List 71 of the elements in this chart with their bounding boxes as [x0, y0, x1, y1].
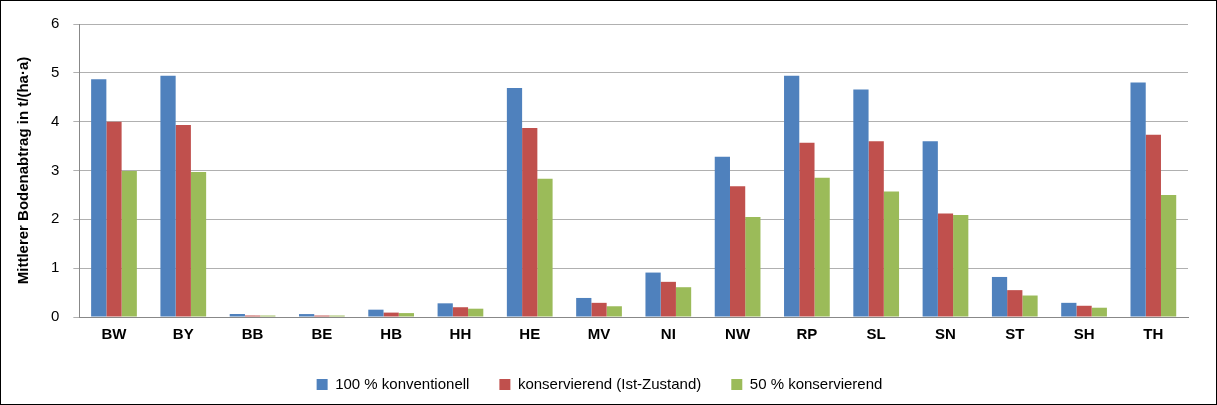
y-tick-label: 0 [51, 307, 60, 325]
bar [1130, 82, 1146, 317]
x-tick-label: RP [796, 325, 818, 343]
bar [1091, 307, 1107, 317]
x-tick-label: TH [1143, 325, 1164, 343]
bar [645, 272, 661, 317]
y-tick-label: 4 [51, 111, 60, 129]
bar [106, 121, 122, 317]
bar [937, 213, 954, 317]
bar [506, 87, 523, 317]
bar [91, 79, 107, 317]
bar [606, 306, 622, 317]
bar [468, 308, 484, 317]
bar [160, 75, 176, 317]
legend-label: 100 % konventionell [335, 374, 470, 392]
x-tick-label: BW [101, 325, 128, 343]
bar [714, 156, 730, 317]
bar [922, 141, 938, 317]
bar [799, 142, 815, 317]
bar [190, 171, 207, 317]
bar [953, 214, 969, 317]
x-tick-label: ST [1005, 325, 1025, 343]
x-tick-label: HB [380, 325, 403, 343]
legend-label: konservierend (Ist-Zustand) [517, 374, 702, 392]
x-tick-label: BE [311, 325, 333, 343]
x-tick-label: HE [519, 325, 541, 343]
bar [660, 281, 676, 317]
bar [1076, 305, 1092, 317]
x-tick-label: SL [866, 325, 886, 343]
legend-label: 50 % konservierend [749, 374, 883, 392]
x-tick-label: BY [172, 325, 194, 343]
bar [368, 309, 384, 317]
x-tick-label: SN [935, 325, 956, 343]
bar [383, 312, 399, 317]
y-tick-label: 3 [51, 160, 60, 178]
bar [729, 186, 746, 317]
bar [452, 307, 469, 317]
x-tick-label: BB [241, 325, 264, 343]
bar [1145, 134, 1161, 317]
x-tick-label: MV [587, 325, 611, 343]
bar [437, 303, 453, 317]
bar [398, 313, 415, 317]
bar [1061, 302, 1077, 317]
bar [229, 314, 245, 317]
y-tick-label: 1 [51, 258, 60, 276]
x-tick-label: NW [725, 325, 751, 343]
bar [1022, 295, 1038, 317]
bar [537, 178, 553, 317]
bar [814, 177, 830, 317]
x-tick-label: SH [1073, 325, 1095, 343]
bar [883, 191, 900, 317]
y-tick-label: 5 [51, 62, 60, 80]
bar [784, 75, 800, 317]
bar [1160, 194, 1177, 317]
x-tick-label: NI [660, 325, 676, 343]
bar [853, 89, 869, 317]
bar [745, 216, 761, 317]
y-tick-label: 2 [51, 209, 60, 227]
bar [522, 128, 538, 317]
bar [121, 170, 137, 317]
bar [175, 125, 191, 317]
y-tick-label: 6 [51, 14, 60, 32]
bar [591, 302, 607, 317]
bar [1007, 290, 1023, 317]
bar [675, 287, 692, 317]
bar [576, 297, 592, 317]
x-tick-label: HH [449, 325, 472, 343]
bar [868, 141, 884, 317]
bar [991, 276, 1008, 317]
bar [299, 314, 315, 317]
y-axis-title: Mittlerer Bodenabtrag in t/(ha·a) [14, 56, 32, 285]
